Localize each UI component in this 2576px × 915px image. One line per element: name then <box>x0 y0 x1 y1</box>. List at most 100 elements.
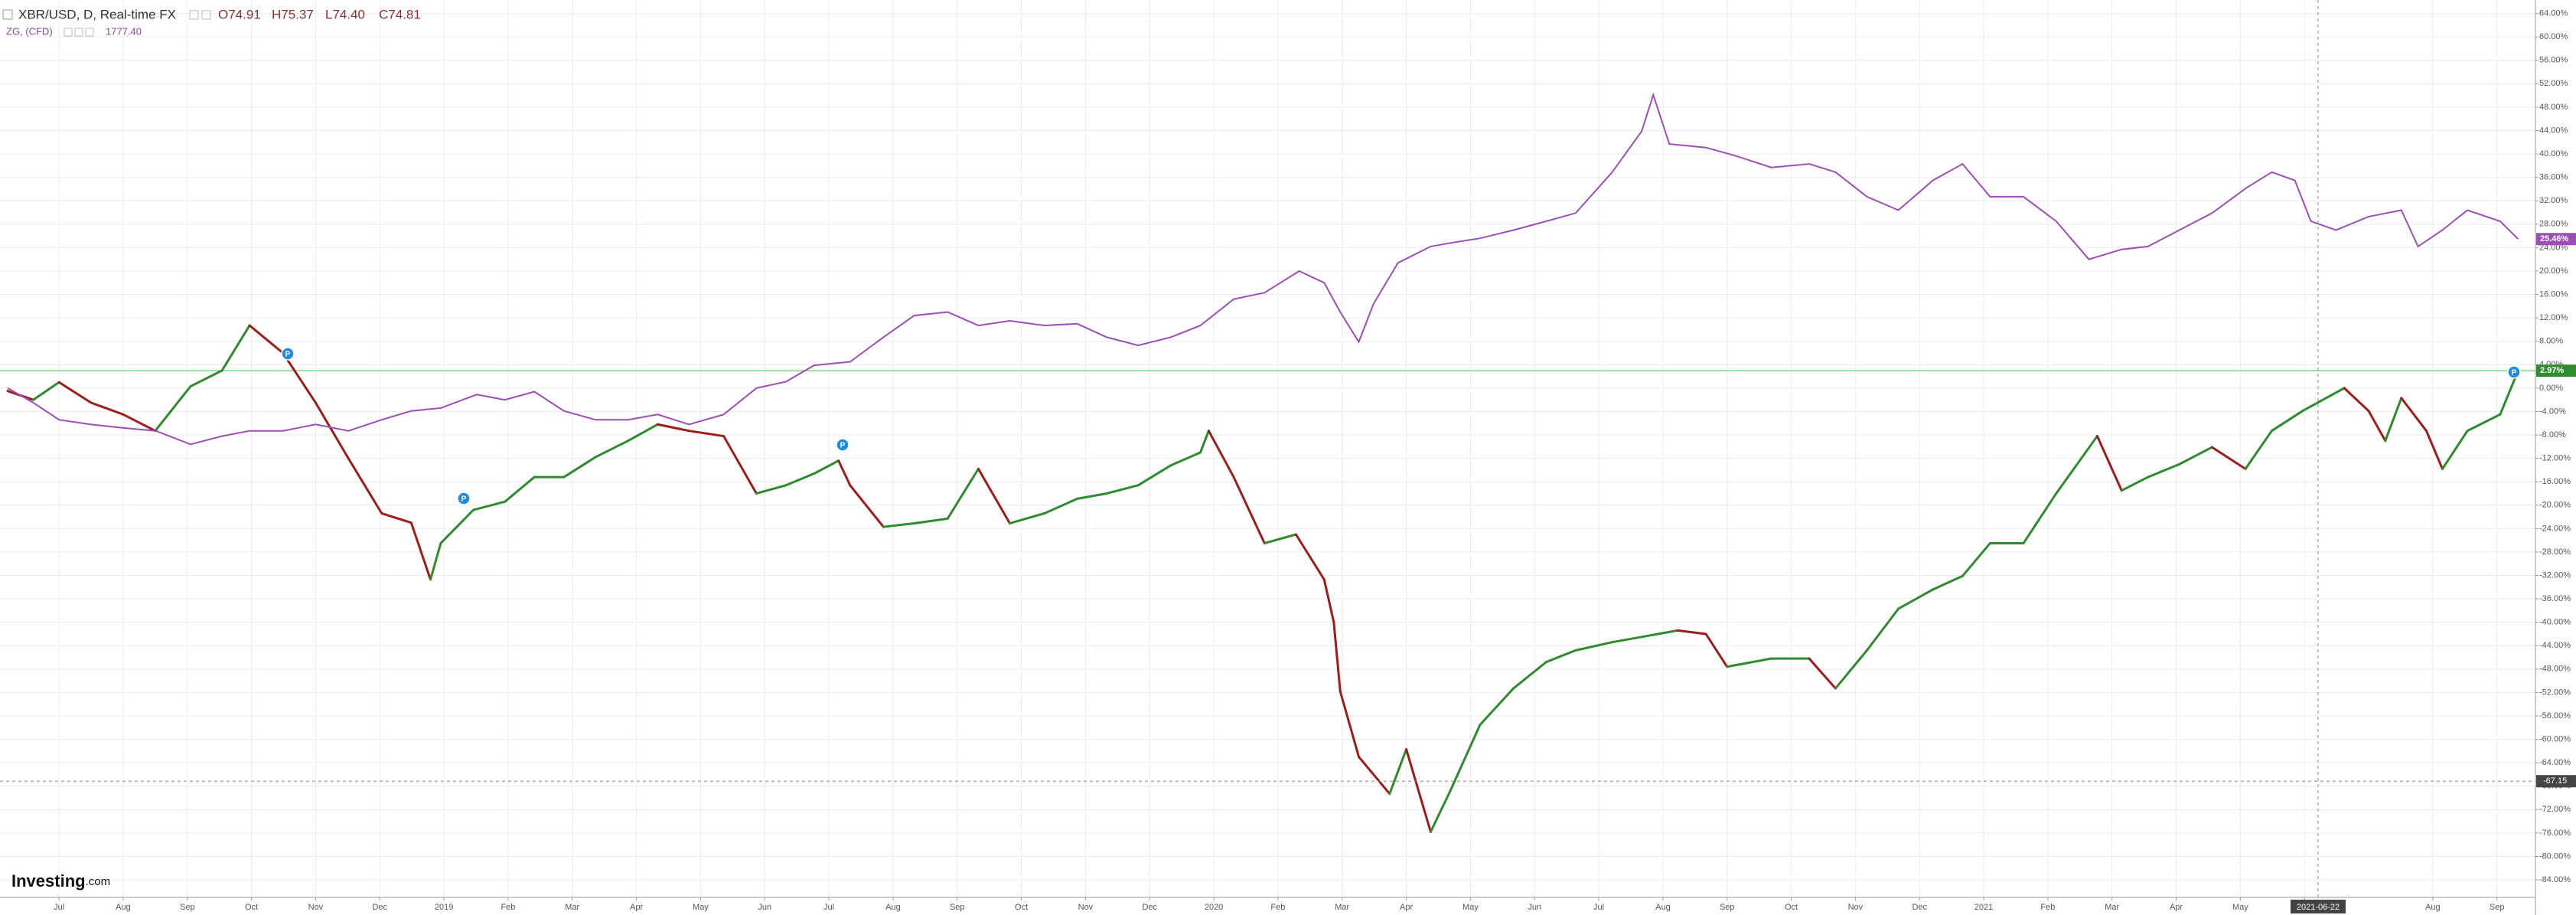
x-tick-label: Dec <box>1912 903 1927 912</box>
price-segment <box>1207 430 1235 479</box>
x-tick-label: May <box>2232 903 2248 912</box>
price-segment <box>1640 629 1679 639</box>
x-tick-label: Oct <box>1785 903 1798 912</box>
x-tick-label: 2020 <box>1205 903 1223 912</box>
symbol[interactable]: XBR/USD, D, Real-time FX <box>18 7 176 21</box>
y-tick-label: -52.00% <box>2539 688 2571 697</box>
y-tick-label: -32.00% <box>2539 570 2571 580</box>
price-segment <box>2301 387 2346 413</box>
price-segment <box>282 351 317 404</box>
price-segment <box>1322 578 1335 624</box>
logo-name: Investing <box>11 871 86 890</box>
event-marker[interactable] <box>457 492 471 505</box>
settings-icon[interactable] <box>189 10 199 20</box>
low: L74.40 <box>325 7 365 21</box>
price-segment <box>882 521 916 528</box>
price-segment <box>1544 649 1577 664</box>
y-tick-label: -84.00% <box>2539 875 2571 884</box>
y-tick-label: -28.00% <box>2539 547 2571 557</box>
hide-icon[interactable] <box>74 28 83 37</box>
price-segment <box>504 475 536 503</box>
price-segment <box>1429 789 1452 833</box>
price-segment <box>627 423 659 443</box>
price-segment <box>2343 387 2370 413</box>
price-segment <box>2466 413 2502 433</box>
price-segment <box>439 508 475 544</box>
price-segment <box>1834 649 1868 690</box>
x-tick-label: Jul <box>1593 903 1604 912</box>
price-segment <box>220 324 251 372</box>
event-marker-label: P <box>285 351 291 359</box>
settings-icon[interactable] <box>64 28 73 37</box>
x-tick-label: Feb <box>501 903 515 912</box>
price-segment <box>1043 497 1079 515</box>
x-tick-label: Dec <box>1142 903 1157 912</box>
price-segment <box>2178 446 2213 466</box>
price-segment <box>1339 690 1361 759</box>
price-segment <box>594 440 630 459</box>
y-tick-label: -16.00% <box>2539 477 2571 486</box>
price-segment <box>1136 464 1172 487</box>
x-tick-label: Sep <box>2490 903 2505 912</box>
crosshair-value-tag <box>2536 775 2576 788</box>
price-segment <box>722 435 758 495</box>
price-segment <box>1611 636 1643 644</box>
price-segment <box>2244 430 2273 470</box>
price-segment <box>2055 435 2098 495</box>
crosshair-date-tag <box>2291 900 2346 913</box>
compare-line <box>7 92 2519 446</box>
x-tick-label: Jul <box>823 903 834 912</box>
close-icon[interactable] <box>201 10 211 20</box>
price-segment <box>913 517 949 524</box>
price-tag-label: 25.46% <box>2540 234 2569 243</box>
price-segment <box>2022 492 2058 544</box>
event-marker[interactable] <box>2507 365 2521 379</box>
price-segment <box>1332 621 1342 693</box>
close: C74.81 <box>379 7 421 21</box>
event-marker[interactable] <box>281 347 295 361</box>
y-tick-label: -48.00% <box>2539 665 2571 674</box>
y-tick-label: -64.00% <box>2539 758 2571 767</box>
crosshair-value-label: -67.15 <box>2543 776 2567 786</box>
price-segment <box>2210 446 2247 470</box>
y-tick-label: -80.00% <box>2539 851 2571 861</box>
price-segment <box>2147 462 2181 479</box>
y-tick-label: -40.00% <box>2539 618 2571 627</box>
price-segment <box>1726 657 1773 668</box>
price-segment <box>1704 632 1729 668</box>
y-tick-label: 0.00% <box>2539 384 2563 393</box>
y-tick-label: 40.00% <box>2539 149 2568 158</box>
y-tick-label: -12.00% <box>2539 454 2571 463</box>
price-segment <box>429 541 442 581</box>
event-marker[interactable] <box>836 438 849 452</box>
x-tick-label: Apr <box>1400 903 1413 912</box>
y-tick-label: -20.00% <box>2539 501 2571 510</box>
x-tick-label: Aug <box>116 903 131 912</box>
high: H75.37 <box>272 7 314 21</box>
price-segment <box>347 457 383 515</box>
x-tick-label: May <box>693 903 709 912</box>
plot: P P P P <box>0 0 2535 897</box>
x-tick-label: Feb <box>1270 903 1285 912</box>
price-segment <box>1198 430 1210 454</box>
event-marker-label: P <box>461 495 467 504</box>
price-tag <box>2536 364 2576 377</box>
y-tick-label: 28.00% <box>2539 220 2568 229</box>
y-tick-label: -72.00% <box>2539 805 2571 814</box>
collapse-icon[interactable] <box>2 9 13 20</box>
open: O74.91 <box>218 7 261 21</box>
x-tick-label: Dec <box>372 903 387 912</box>
price-segment <box>1388 748 1408 796</box>
compare-symbol[interactable]: ZG, (CFD) <box>6 25 53 37</box>
y-tick-label: 8.00% <box>2539 337 2563 346</box>
x-tick-label: Nov <box>1078 903 1094 912</box>
x-tick-label: 2021 <box>1974 903 1993 912</box>
price-tag-label: 2.97% <box>2540 366 2564 375</box>
price-segment <box>248 324 285 355</box>
x-tick-label: Aug <box>885 903 901 912</box>
x-tick-label: 2019 <box>435 903 453 912</box>
price-segment <box>1263 533 1297 544</box>
close-icon[interactable] <box>85 28 94 37</box>
price-segment <box>1961 541 1991 577</box>
